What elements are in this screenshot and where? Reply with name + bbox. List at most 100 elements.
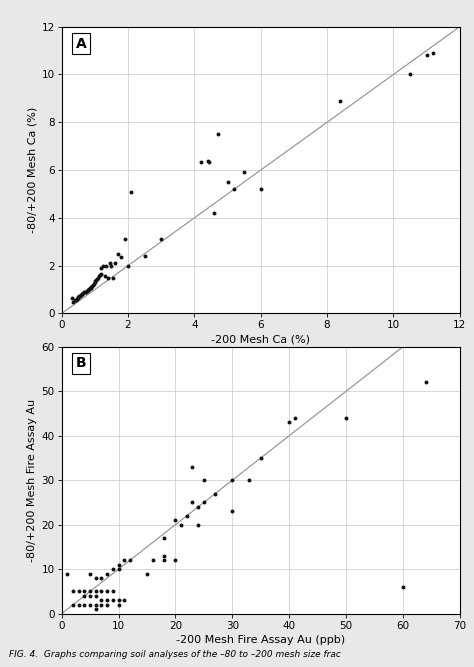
Point bbox=[72, 294, 79, 305]
Point bbox=[98, 573, 105, 584]
Point bbox=[98, 600, 105, 610]
Point bbox=[76, 290, 83, 301]
Point bbox=[114, 248, 122, 259]
Point bbox=[194, 520, 202, 530]
Point bbox=[79, 288, 87, 299]
Point bbox=[82, 285, 90, 296]
Point bbox=[115, 564, 122, 574]
Point bbox=[85, 283, 92, 294]
Point bbox=[149, 555, 156, 566]
Point bbox=[75, 600, 82, 610]
Point bbox=[211, 488, 219, 499]
Point bbox=[86, 568, 94, 579]
Point bbox=[109, 272, 117, 283]
Point bbox=[81, 287, 88, 297]
Point bbox=[399, 582, 407, 592]
Point bbox=[64, 568, 71, 579]
Point bbox=[143, 568, 151, 579]
Point bbox=[423, 50, 430, 61]
Point bbox=[160, 533, 168, 544]
Y-axis label: -80/+200 Mesh Fire Assay Au: -80/+200 Mesh Fire Assay Au bbox=[27, 399, 37, 562]
Point bbox=[77, 289, 85, 300]
Point bbox=[84, 284, 92, 295]
Point bbox=[91, 277, 99, 287]
Point bbox=[118, 252, 125, 263]
Point bbox=[121, 234, 128, 245]
Point bbox=[210, 208, 218, 219]
Point bbox=[89, 279, 97, 290]
Point bbox=[109, 564, 117, 574]
Point bbox=[120, 555, 128, 566]
Point bbox=[189, 462, 196, 472]
Point bbox=[228, 475, 236, 486]
X-axis label: -200 Mesh Fire Assay Au (ppb): -200 Mesh Fire Assay Au (ppb) bbox=[176, 635, 345, 645]
Point bbox=[342, 413, 350, 424]
Point bbox=[177, 520, 185, 530]
Point bbox=[337, 95, 344, 106]
Point bbox=[160, 555, 168, 566]
Point bbox=[69, 586, 77, 597]
Point bbox=[102, 260, 110, 271]
Point bbox=[91, 276, 99, 287]
Point bbox=[84, 285, 91, 295]
Point bbox=[69, 600, 77, 610]
Point bbox=[92, 590, 100, 601]
Point bbox=[115, 560, 122, 570]
Point bbox=[97, 269, 105, 279]
Point bbox=[92, 275, 100, 285]
Point bbox=[109, 586, 117, 597]
Point bbox=[189, 497, 196, 508]
Point bbox=[98, 595, 105, 606]
Point bbox=[78, 289, 85, 299]
Point bbox=[197, 156, 205, 167]
Point bbox=[109, 595, 117, 606]
Point bbox=[78, 289, 86, 299]
Point bbox=[74, 291, 82, 302]
Point bbox=[157, 234, 165, 245]
Point bbox=[160, 550, 168, 561]
Point bbox=[429, 47, 437, 58]
Point bbox=[115, 600, 122, 610]
Point bbox=[128, 186, 135, 197]
Point bbox=[95, 271, 102, 281]
Point bbox=[81, 590, 88, 601]
Point bbox=[183, 510, 191, 521]
Point bbox=[73, 293, 80, 304]
Point bbox=[406, 69, 414, 80]
Point bbox=[230, 184, 238, 195]
Point bbox=[204, 155, 211, 166]
Point bbox=[82, 286, 89, 297]
Point bbox=[87, 282, 95, 293]
Point bbox=[92, 586, 100, 597]
Point bbox=[205, 156, 213, 167]
Point bbox=[291, 413, 299, 424]
Point bbox=[86, 600, 94, 610]
Point bbox=[101, 271, 109, 281]
Point bbox=[172, 555, 179, 566]
Point bbox=[214, 129, 221, 139]
Point bbox=[96, 270, 103, 281]
Point bbox=[141, 251, 148, 261]
Point bbox=[111, 258, 118, 269]
Point bbox=[103, 595, 111, 606]
Point bbox=[94, 272, 102, 283]
Point bbox=[172, 515, 179, 526]
Point bbox=[103, 568, 111, 579]
Point bbox=[194, 502, 202, 512]
Point bbox=[257, 453, 264, 464]
Point bbox=[86, 283, 93, 293]
Point bbox=[69, 296, 77, 307]
Point bbox=[104, 272, 112, 283]
Point bbox=[108, 260, 115, 271]
Point bbox=[99, 260, 107, 271]
Point bbox=[74, 293, 82, 303]
Point bbox=[106, 258, 113, 269]
Point bbox=[92, 573, 100, 584]
Point bbox=[224, 177, 231, 187]
Point bbox=[200, 475, 208, 486]
Text: FIG. 4.  Graphs comparing soil analyses of the –80 to –200 mesh size frac: FIG. 4. Graphs comparing soil analyses o… bbox=[9, 650, 341, 659]
Point bbox=[68, 293, 75, 303]
Point bbox=[92, 600, 100, 610]
Point bbox=[240, 167, 248, 178]
Y-axis label: -80/+200 Mesh Ca (%): -80/+200 Mesh Ca (%) bbox=[27, 107, 37, 233]
